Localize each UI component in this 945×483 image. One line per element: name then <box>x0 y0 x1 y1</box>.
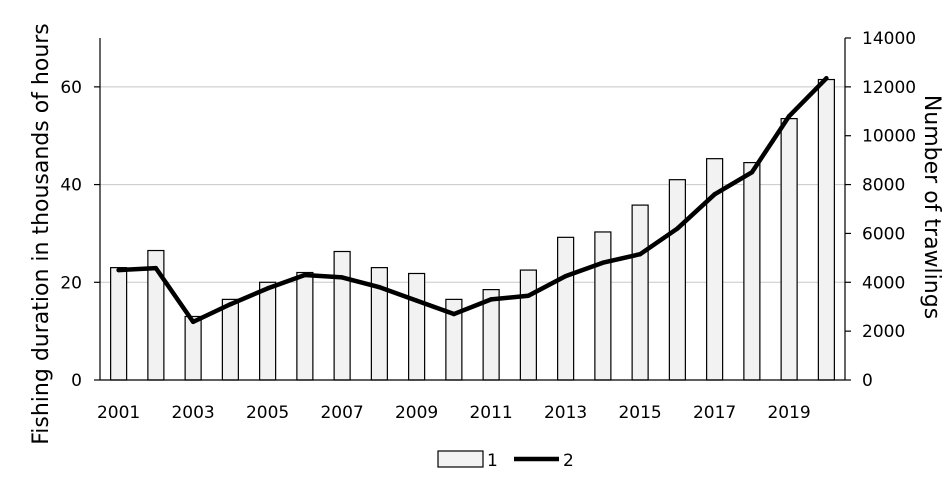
x-tick-label: 2007 <box>320 403 363 423</box>
x-tick-label: 2005 <box>246 403 289 423</box>
bar-2015 <box>631 204 649 381</box>
bar-2001 <box>110 267 128 381</box>
right-y-axis-ticks: 0 2000 4000 6000 8000 10000 12000 14000 <box>845 29 916 391</box>
legend-swatch-series-1 <box>437 450 484 468</box>
x-tick-label: 2013 <box>544 403 587 423</box>
point-2001 <box>116 267 121 273</box>
x-tick-label: 2011 <box>469 403 512 423</box>
right-y-tick-label: 8000 <box>862 176 905 196</box>
point-2004 <box>228 302 233 307</box>
bar-2013 <box>557 236 575 381</box>
right-y-tick-label: 14000 <box>862 29 916 49</box>
right-y-tick-label: 6000 <box>862 224 905 244</box>
point-2007 <box>339 275 345 280</box>
point-2003 <box>190 319 196 325</box>
x-axis-ticks: 2001 2003 2005 2007 2009 2011 2013 2015 2017 2019 <box>97 403 811 423</box>
point-2010 <box>451 311 457 317</box>
bar-2009 <box>408 272 426 381</box>
left-y-tick-label: 60 <box>60 78 82 98</box>
bar-2016 <box>668 179 686 381</box>
point-2015 <box>637 251 643 257</box>
point-2016 <box>675 226 680 231</box>
left-y-tick-label: 0 <box>71 371 82 391</box>
bar-2014 <box>594 231 612 381</box>
right-y-tick-label: 2000 <box>862 322 905 342</box>
point-2017 <box>712 192 717 197</box>
point-2002 <box>153 265 159 271</box>
point-2011 <box>488 297 494 302</box>
x-tick-label: 2015 <box>618 403 661 423</box>
legend-label-series-1: 1 <box>487 451 498 471</box>
point-2019 <box>786 113 792 119</box>
x-tick-label: 2003 <box>171 403 214 423</box>
bar-2020 <box>817 78 835 381</box>
bar-2006 <box>296 271 314 381</box>
right-y-tick-label: 12000 <box>862 78 916 98</box>
bar-2018 <box>743 161 761 381</box>
left-y-tick-label: 40 <box>60 176 82 196</box>
bar-2003 <box>184 315 202 381</box>
point-2014 <box>600 260 606 265</box>
left-axis-title: Fishing duration in thousands of hours <box>29 23 54 445</box>
left-y-tick-label: 20 <box>60 273 82 293</box>
bar-2004 <box>221 298 239 381</box>
bar-2007 <box>333 250 351 381</box>
bar-2005 <box>259 281 277 381</box>
point-2018 <box>749 170 755 175</box>
point-2005 <box>265 286 270 291</box>
point-2020 <box>824 76 829 81</box>
x-tick-label: 2001 <box>97 403 140 423</box>
right-y-tick-label: 0 <box>862 371 873 391</box>
legend: 1 2 <box>437 450 574 471</box>
right-y-tick-label: 10000 <box>862 127 916 147</box>
bar-2012 <box>519 269 537 381</box>
point-2012 <box>526 293 531 298</box>
line-series-2 <box>116 76 829 325</box>
series-2-line <box>116 76 829 325</box>
legend-label-series-2: 2 <box>563 451 574 471</box>
x-tick-label: 2009 <box>395 403 438 423</box>
point-2008 <box>377 284 382 290</box>
x-tick-label: 2019 <box>767 403 810 423</box>
bar-series-1 <box>110 78 835 381</box>
bar-2019 <box>780 118 798 381</box>
axes <box>99 38 846 381</box>
x-tick-label: 2017 <box>693 403 736 423</box>
point-2006 <box>302 272 308 278</box>
right-axis-title: Number of trawlings <box>919 95 944 319</box>
point-2013 <box>563 273 568 279</box>
left-y-axis-ticks: 0 20 40 60 <box>60 78 100 391</box>
point-2009 <box>414 298 419 303</box>
right-y-tick-label: 4000 <box>862 273 905 293</box>
